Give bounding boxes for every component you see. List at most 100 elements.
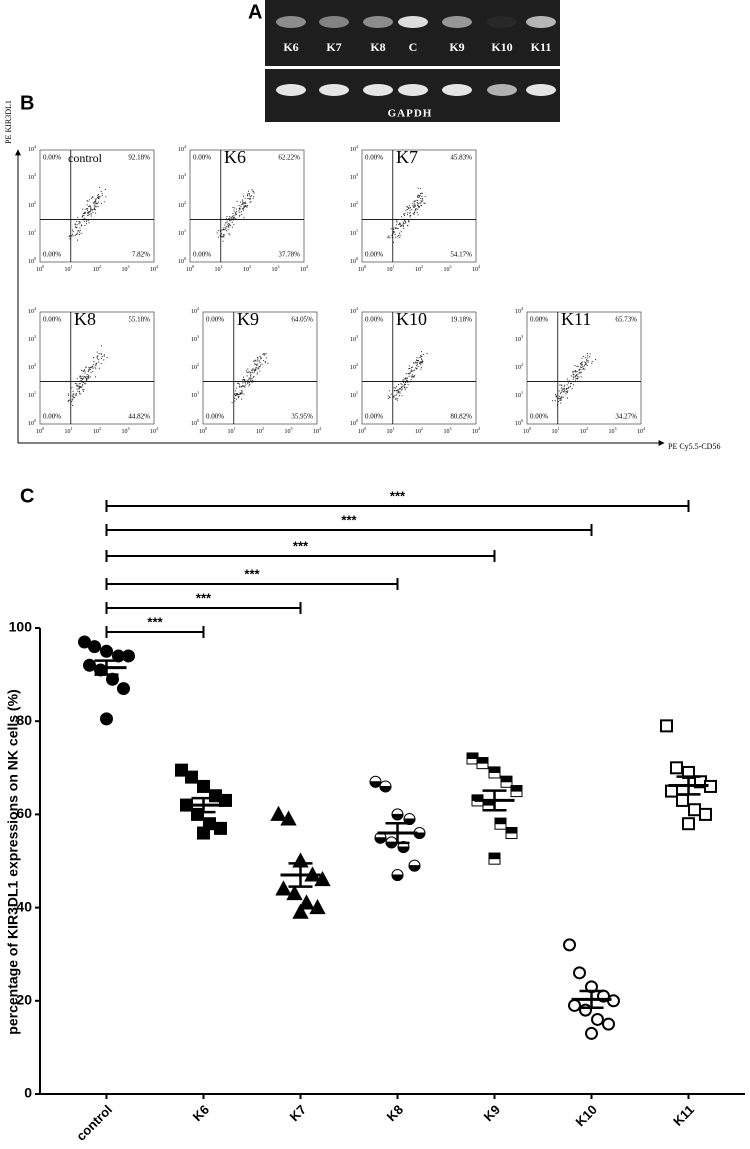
event-dot xyxy=(563,388,565,390)
event-dot xyxy=(245,382,247,384)
tick-base: 10 xyxy=(28,365,34,371)
event-dot xyxy=(239,209,241,211)
quadrant-value: 0.00% xyxy=(43,413,61,421)
event-dot xyxy=(265,357,267,359)
event-dot xyxy=(244,197,246,199)
marker-half xyxy=(505,827,518,834)
event-dot xyxy=(86,208,88,210)
x-tick-label: control xyxy=(73,1102,115,1144)
event-dot xyxy=(400,231,402,233)
event-dot xyxy=(415,209,417,211)
event-dot xyxy=(584,357,586,359)
event-dot xyxy=(418,205,420,207)
event-dot xyxy=(267,362,269,364)
event-dot xyxy=(237,393,239,395)
event-dot xyxy=(76,220,78,222)
event-dot xyxy=(69,238,71,240)
event-dot xyxy=(260,364,262,366)
event-dot xyxy=(398,223,400,225)
plot-name: K11 xyxy=(561,309,591,329)
event-dot xyxy=(563,388,565,390)
data-point xyxy=(197,779,210,793)
event-dot xyxy=(77,230,79,232)
plot-name: K6 xyxy=(224,147,246,167)
event-dot xyxy=(242,200,244,202)
event-dot xyxy=(100,353,102,355)
event-dot xyxy=(396,221,398,223)
event-dot xyxy=(87,375,89,377)
event-dot xyxy=(72,393,74,395)
marker xyxy=(665,784,678,798)
event-dot xyxy=(219,235,221,237)
event-dot xyxy=(101,194,103,196)
tick-exponent: 1 xyxy=(184,228,186,233)
data-point xyxy=(292,903,309,919)
event-dot xyxy=(91,209,93,211)
event-dot xyxy=(421,361,423,363)
event-dot xyxy=(398,383,400,385)
event-dot xyxy=(96,202,98,204)
event-dot xyxy=(574,370,576,372)
event-dot xyxy=(581,362,583,364)
event-dot xyxy=(251,379,253,381)
event-dot xyxy=(568,386,570,388)
event-dot xyxy=(76,227,78,229)
event-dot xyxy=(408,365,410,367)
event-dot xyxy=(221,236,223,238)
event-dot xyxy=(71,387,73,389)
flow-tick-label: 102 xyxy=(28,362,36,371)
flow-tick-label: 104 xyxy=(150,264,158,273)
event-dot xyxy=(234,397,236,399)
event-dot xyxy=(584,361,586,363)
tick-exponent: 1 xyxy=(34,228,36,233)
quadrant-value: 55.18% xyxy=(128,316,150,324)
event-dot xyxy=(248,371,250,373)
event-dot xyxy=(222,234,224,236)
event-dot xyxy=(417,360,419,362)
marker xyxy=(670,761,683,775)
event-dot xyxy=(251,378,253,380)
event-dot xyxy=(83,220,85,222)
event-dot xyxy=(242,202,244,204)
event-dot xyxy=(416,195,418,197)
event-dot xyxy=(264,362,266,364)
event-dot xyxy=(399,223,401,225)
event-dot xyxy=(232,215,234,217)
event-dot xyxy=(236,398,238,400)
gel-band xyxy=(487,84,517,96)
event-dot xyxy=(257,367,259,369)
event-dot xyxy=(551,400,553,402)
tick-exponent: 3 xyxy=(197,334,199,339)
event-dot xyxy=(85,219,87,221)
quadrant-value: 64.05% xyxy=(291,316,313,324)
event-dot xyxy=(222,240,224,242)
event-dot xyxy=(387,397,389,399)
event-dot xyxy=(558,390,560,392)
tick-exponent: 2 xyxy=(421,426,423,431)
event-dot xyxy=(83,369,85,371)
event-dot xyxy=(580,364,582,366)
event-dot xyxy=(82,389,84,391)
event-dot xyxy=(414,206,416,208)
event-dot xyxy=(103,359,105,361)
tick-base: 10 xyxy=(387,429,393,435)
event-dot xyxy=(249,376,251,378)
marker xyxy=(117,682,130,696)
event-dot xyxy=(94,366,96,368)
data-point xyxy=(510,785,523,798)
event-dot xyxy=(572,373,574,375)
significance-label: *** xyxy=(293,538,309,553)
flow-tick-label: 102 xyxy=(515,362,523,371)
event-dot xyxy=(228,222,230,224)
marker xyxy=(88,640,101,654)
event-dot xyxy=(72,395,74,397)
event-dot xyxy=(241,385,243,387)
event-dot xyxy=(246,371,248,373)
event-dot xyxy=(72,390,74,392)
tick-base: 10 xyxy=(199,429,205,435)
event-dot xyxy=(402,221,404,223)
flow-tick-label: 100 xyxy=(36,426,44,435)
tick-exponent: 3 xyxy=(34,334,36,339)
event-dot xyxy=(400,225,402,227)
marker xyxy=(280,810,297,826)
